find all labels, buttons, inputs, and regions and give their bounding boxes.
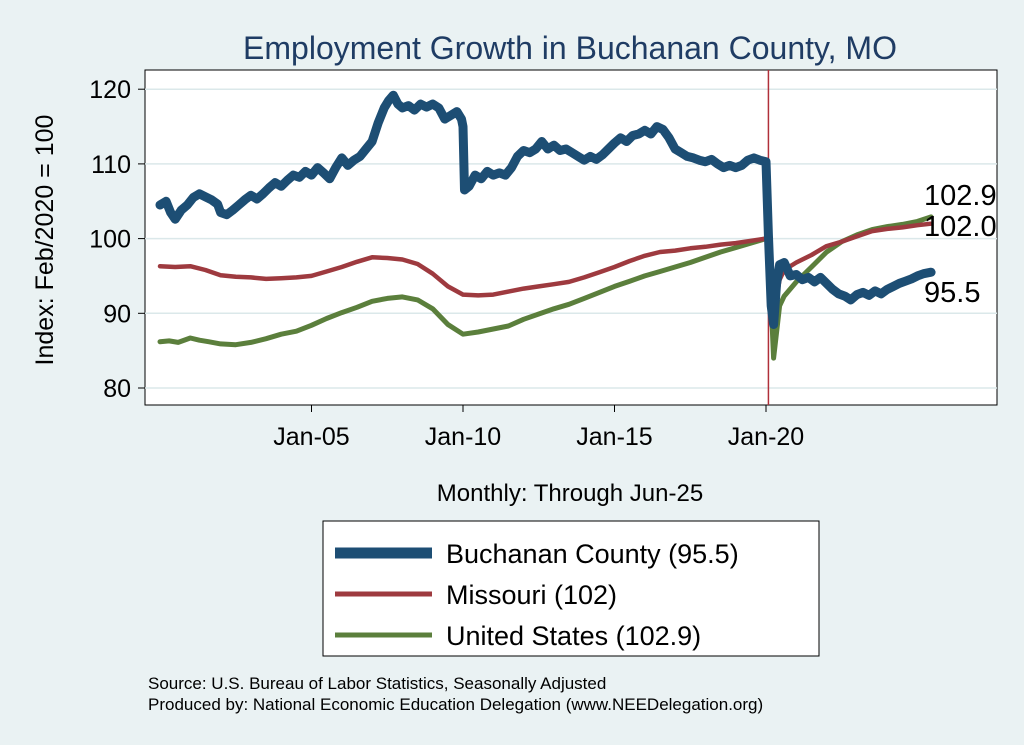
producer-line: Produced by: National Economic Education… — [148, 695, 763, 714]
y-tick-label-100: 100 — [89, 226, 131, 254]
gridlines — [145, 88, 997, 389]
x-tick-label-Jan-05: Jan-05 — [273, 423, 349, 451]
plot-area — [144, 69, 998, 406]
y-tick-label-90: 90 — [103, 300, 131, 328]
end-label-1: 102.0 — [924, 211, 997, 243]
x-axis: Jan-05 Jan-10 Jan-15 Jan-20 — [273, 405, 804, 451]
legend-label-1: Missouri (102) — [446, 580, 617, 610]
legend-label-2: United States (102.9) — [446, 621, 701, 651]
series-line-2 — [157, 214, 934, 361]
legend: Buchanan County (95.5) Missouri (102) Unit… — [335, 539, 739, 651]
y-tick-label-110: 110 — [91, 151, 131, 179]
chart-title: Employment Growth in Buchanan County, MO — [243, 30, 897, 66]
x-tick-label-Jan-10: Jan-10 — [425, 423, 501, 451]
series-line-0 — [155, 90, 936, 329]
y-axis: 80 90 100 110 120 — [89, 76, 145, 403]
x-tick-label-Jan-20: Jan-20 — [728, 423, 804, 451]
x-axis-label: Monthly: Through Jun-25 — [437, 480, 703, 507]
legend-box — [322, 520, 820, 657]
series-line-1 — [157, 221, 934, 316]
end-label-2: 102.9 — [924, 180, 997, 212]
end-label-0: 95.5 — [924, 277, 980, 309]
legend-label-0: Buchanan County (95.5) — [446, 539, 739, 569]
source-line: Source: U.S. Bureau of Labor Statistics,… — [148, 674, 606, 693]
series-lines — [155, 90, 936, 361]
y-axis-label: Index: Feb/2020 = 100 — [31, 115, 59, 366]
y-tick-label-80: 80 — [103, 375, 131, 403]
y-tick-label-120: 120 — [89, 76, 131, 104]
x-tick-label-Jan-15: Jan-15 — [576, 423, 652, 451]
